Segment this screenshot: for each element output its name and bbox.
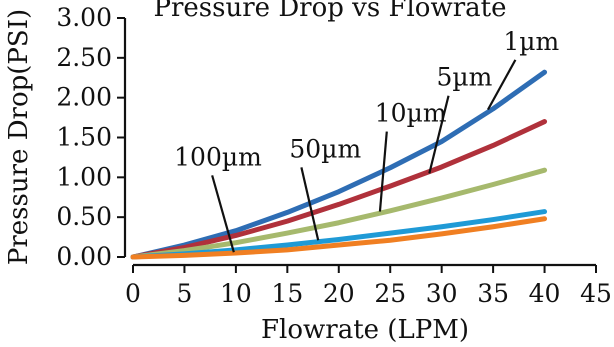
y-tick-label: 2.50 (56, 43, 112, 72)
series-label: 5µm (437, 63, 493, 92)
annotation-pointer (378, 131, 388, 212)
series-line-4 (130, 216, 548, 260)
y-tick-label: 3.00 (56, 3, 112, 32)
series-label: 1µm (503, 27, 559, 56)
y-tick-label: 0.00 (56, 242, 112, 271)
y-tick-label: 2.00 (56, 83, 112, 112)
x-tick-label: 25 (374, 279, 406, 308)
x-tick-label: 15 (271, 279, 303, 308)
y-axis-title: Pressure Drop(PSI) (4, 9, 34, 265)
series-label: 100µm (174, 142, 262, 171)
x-tick-label: 45 (580, 279, 612, 308)
x-axis-title: Flowrate (LPM) (261, 315, 469, 345)
x-tick-label: 0 (125, 279, 141, 308)
series-label: 50µm (289, 134, 361, 163)
annotation-pointer (300, 167, 320, 241)
annotation-pointer (211, 175, 235, 253)
series-line-2 (130, 167, 548, 260)
annotation-pointer (487, 59, 517, 111)
y-tick-label: 1.50 (56, 123, 112, 152)
y-tick-label: 0.50 (56, 202, 112, 231)
x-tick-label: 40 (529, 279, 561, 308)
y-tick-label: 1.00 (56, 162, 112, 191)
x-tick-label: 10 (220, 279, 252, 308)
series-line-1 (130, 119, 548, 260)
series-line-0 (130, 69, 548, 260)
x-tick-label: 5 (176, 279, 192, 308)
chart-title: Pressure Drop vs Flowrate (154, 0, 507, 23)
series-label: 10µm (375, 99, 447, 128)
annotation-pointer (428, 95, 450, 174)
x-tick-label: 35 (477, 279, 509, 308)
plot-area: Pressure Drop vs Flowrate Pressure Drop(… (4, 0, 612, 345)
x-tick-label: 30 (426, 279, 458, 308)
x-tick-label: 20 (323, 279, 355, 308)
